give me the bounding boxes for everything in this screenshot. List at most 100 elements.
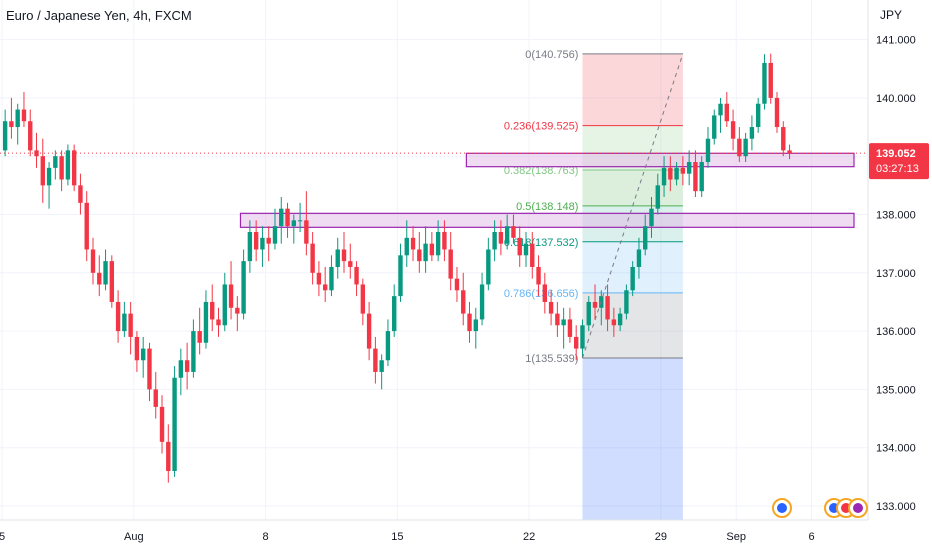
candle[interactable] bbox=[410, 237, 416, 250]
candle[interactable] bbox=[109, 261, 115, 302]
candle[interactable] bbox=[241, 261, 246, 314]
candle[interactable] bbox=[479, 284, 485, 320]
support-resistance-zone[interactable] bbox=[239, 212, 855, 228]
candle[interactable] bbox=[586, 301, 591, 326]
candle[interactable] bbox=[781, 127, 786, 151]
candle[interactable] bbox=[536, 266, 541, 285]
candle[interactable] bbox=[555, 313, 560, 326]
candle[interactable] bbox=[297, 220, 303, 222]
candle[interactable] bbox=[178, 360, 184, 378]
candle[interactable] bbox=[153, 389, 158, 407]
candle[interactable] bbox=[122, 313, 127, 332]
candle[interactable] bbox=[398, 255, 403, 297]
candle[interactable] bbox=[523, 243, 529, 256]
candle[interactable] bbox=[643, 226, 648, 250]
candle[interactable] bbox=[184, 360, 190, 372]
candle[interactable] bbox=[435, 231, 441, 256]
candle[interactable] bbox=[366, 313, 372, 349]
candle[interactable] bbox=[285, 208, 290, 227]
candle[interactable] bbox=[461, 290, 466, 314]
candle[interactable] bbox=[46, 167, 52, 186]
candle[interactable] bbox=[530, 243, 535, 267]
candle[interactable] bbox=[636, 249, 642, 267]
candle[interactable] bbox=[429, 243, 435, 256]
candle[interactable] bbox=[166, 441, 171, 472]
candle[interactable] bbox=[253, 231, 259, 250]
candle[interactable] bbox=[492, 231, 497, 250]
candle[interactable] bbox=[279, 208, 284, 227]
candle[interactable] bbox=[103, 261, 108, 285]
candle[interactable] bbox=[53, 156, 58, 168]
candle[interactable] bbox=[159, 406, 165, 442]
candle[interactable] bbox=[649, 208, 654, 227]
candle[interactable] bbox=[674, 167, 679, 180]
candle[interactable] bbox=[21, 109, 27, 122]
candle[interactable] bbox=[291, 220, 297, 227]
support-resistance-zone[interactable] bbox=[465, 152, 855, 168]
candle[interactable] bbox=[197, 331, 202, 343]
candle[interactable] bbox=[392, 296, 397, 332]
candle[interactable] bbox=[172, 377, 177, 472]
candle[interactable] bbox=[498, 231, 504, 244]
candle[interactable] bbox=[360, 284, 366, 314]
candle[interactable] bbox=[266, 237, 271, 244]
trend-line[interactable] bbox=[581, 53, 684, 359]
candle[interactable] bbox=[147, 348, 152, 390]
candle[interactable] bbox=[128, 313, 133, 337]
candle[interactable] bbox=[755, 103, 761, 128]
candle[interactable] bbox=[699, 162, 704, 192]
candle[interactable] bbox=[712, 115, 717, 139]
candle[interactable] bbox=[768, 62, 773, 98]
candle[interactable] bbox=[542, 284, 548, 302]
candle[interactable] bbox=[235, 307, 240, 314]
candle[interactable] bbox=[348, 261, 353, 267]
candle[interactable] bbox=[718, 103, 723, 116]
candle[interactable] bbox=[548, 301, 554, 314]
candle[interactable] bbox=[40, 156, 45, 186]
candle[interactable] bbox=[329, 266, 334, 291]
candle[interactable] bbox=[580, 325, 585, 349]
candle[interactable] bbox=[762, 62, 767, 104]
candle[interactable] bbox=[668, 167, 673, 180]
candle[interactable] bbox=[354, 266, 359, 285]
candle[interactable] bbox=[59, 156, 64, 180]
candle[interactable] bbox=[517, 237, 522, 256]
candle[interactable] bbox=[624, 290, 629, 314]
candle[interactable] bbox=[379, 360, 384, 372]
candle[interactable] bbox=[191, 331, 196, 372]
candle[interactable] bbox=[247, 231, 253, 262]
candle[interactable] bbox=[737, 138, 742, 157]
candle[interactable] bbox=[84, 202, 89, 250]
candle[interactable] bbox=[680, 167, 686, 174]
candle[interactable] bbox=[304, 220, 309, 244]
candle[interactable] bbox=[705, 138, 711, 163]
candle[interactable] bbox=[34, 150, 39, 157]
candle[interactable] bbox=[686, 162, 692, 174]
candle[interactable] bbox=[454, 278, 460, 291]
candle[interactable] bbox=[2, 121, 8, 151]
candle[interactable] bbox=[216, 319, 221, 326]
candle[interactable] bbox=[222, 284, 227, 326]
candle[interactable] bbox=[561, 319, 566, 326]
candle[interactable] bbox=[316, 272, 322, 285]
candle[interactable] bbox=[228, 284, 234, 308]
candle[interactable] bbox=[417, 249, 422, 262]
candle[interactable] bbox=[774, 97, 780, 128]
candle[interactable] bbox=[210, 301, 215, 320]
candle[interactable] bbox=[567, 319, 573, 337]
candle[interactable] bbox=[9, 121, 14, 128]
candle[interactable] bbox=[724, 103, 730, 122]
candle[interactable] bbox=[743, 138, 748, 157]
candle[interactable] bbox=[90, 249, 96, 273]
candle[interactable] bbox=[661, 167, 667, 186]
candle[interactable] bbox=[617, 313, 623, 326]
candle[interactable] bbox=[573, 336, 579, 349]
candle[interactable] bbox=[272, 226, 278, 244]
candle[interactable] bbox=[730, 121, 736, 139]
candle[interactable] bbox=[693, 162, 698, 192]
candle[interactable] bbox=[28, 121, 33, 151]
candle[interactable] bbox=[341, 249, 347, 262]
candle[interactable] bbox=[97, 272, 102, 285]
